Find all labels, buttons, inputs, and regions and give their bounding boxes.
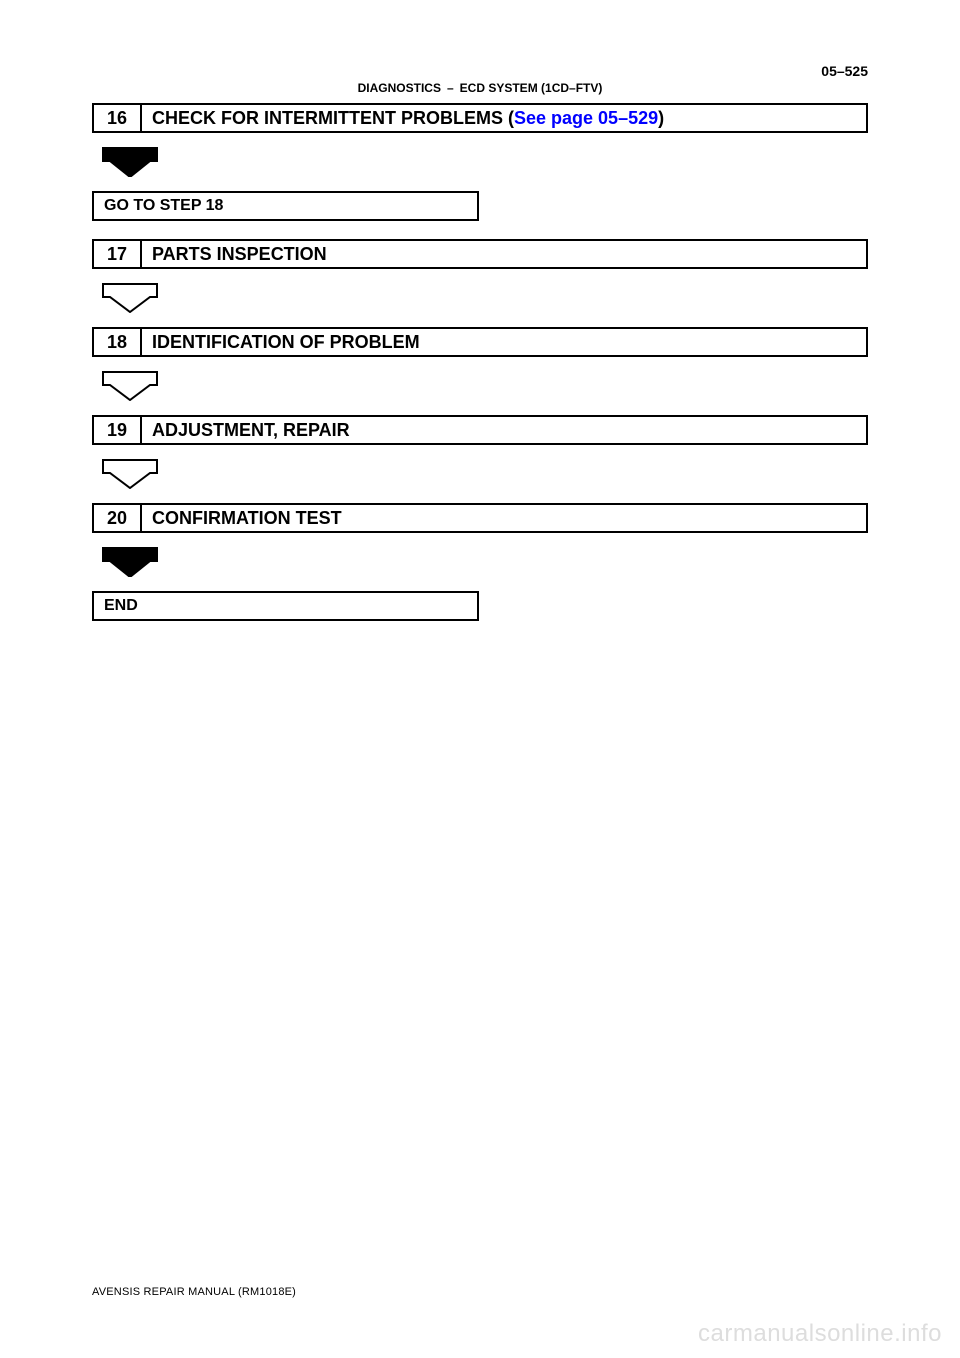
- step-box-18: 18 IDENTIFICATION OF PROBLEM: [92, 327, 868, 357]
- arrow-down-icon: [102, 547, 868, 577]
- step-title: IDENTIFICATION OF PROBLEM: [142, 329, 866, 355]
- end-box: END: [92, 591, 479, 621]
- step-number: 19: [94, 417, 142, 443]
- step-title: PARTS INSPECTION: [142, 241, 866, 267]
- watermark: carmanualsonline.info: [698, 1320, 942, 1348]
- step-box-19: 19 ADJUSTMENT, REPAIR: [92, 415, 868, 445]
- step-number: 16: [94, 105, 142, 131]
- header-left: DIAGNOSTICS: [358, 81, 441, 95]
- end-label: END: [104, 597, 138, 615]
- arrow-down-icon: [102, 371, 868, 401]
- step-title-prefix: CONFIRMATION TEST: [152, 508, 342, 529]
- step-title-prefix: ADJUSTMENT, REPAIR: [152, 420, 350, 441]
- goto-box: GO TO STEP 18: [92, 191, 479, 221]
- spacer: [92, 221, 868, 239]
- step-number: 20: [94, 505, 142, 531]
- section-header: DIAGNOSTICS–ECD SYSTEM (1CD–FTV): [92, 81, 868, 95]
- manual-page: 05–525 DIAGNOSTICS–ECD SYSTEM (1CD–FTV) …: [0, 0, 960, 1358]
- step-title-suffix: ): [658, 108, 664, 129]
- step-number: 17: [94, 241, 142, 267]
- step-title-prefix: CHECK FOR INTERMITTENT PROBLEMS (: [152, 108, 514, 129]
- step-title-prefix: PARTS INSPECTION: [152, 244, 327, 265]
- footer-text: AVENSIS REPAIR MANUAL (RM1018E): [92, 1286, 296, 1298]
- step-box-20: 20 CONFIRMATION TEST: [92, 503, 868, 533]
- arrow-down-icon: [102, 459, 868, 489]
- step-link[interactable]: See page 05–529: [514, 108, 658, 129]
- step-title-prefix: IDENTIFICATION OF PROBLEM: [152, 332, 420, 353]
- header-dash: –: [441, 81, 460, 95]
- step-number: 18: [94, 329, 142, 355]
- step-title: CHECK FOR INTERMITTENT PROBLEMS (See pag…: [142, 105, 866, 131]
- step-title: ADJUSTMENT, REPAIR: [142, 417, 866, 443]
- content-area: 16 CHECK FOR INTERMITTENT PROBLEMS (See …: [92, 103, 868, 621]
- arrow-down-icon: [102, 283, 868, 313]
- step-box-17: 17 PARTS INSPECTION: [92, 239, 868, 269]
- arrow-down-icon: [102, 147, 868, 177]
- step-box-16: 16 CHECK FOR INTERMITTENT PROBLEMS (See …: [92, 103, 868, 133]
- header-right: ECD SYSTEM (1CD–FTV): [460, 81, 603, 95]
- step-title: CONFIRMATION TEST: [142, 505, 866, 531]
- page-number: 05–525: [821, 63, 868, 79]
- goto-label: GO TO STEP 18: [104, 197, 223, 215]
